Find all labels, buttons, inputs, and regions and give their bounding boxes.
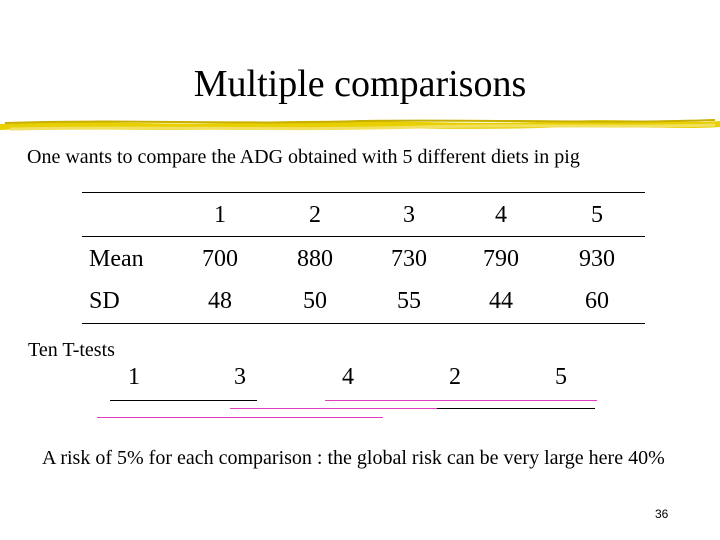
mean-value-5: 930 bbox=[579, 246, 615, 272]
sd-value-1: 48 bbox=[208, 288, 232, 314]
page-number: 36 bbox=[655, 507, 669, 521]
ordered-diet-4: 4 bbox=[342, 364, 354, 390]
risk-note: A risk of 5% for each comparison : the g… bbox=[42, 447, 665, 469]
sd-value-3: 55 bbox=[397, 288, 421, 314]
diet-header-5: 5 bbox=[591, 202, 603, 228]
comparison-line-black-2-5 bbox=[437, 408, 595, 409]
diet-header-1: 1 bbox=[214, 202, 226, 228]
mean-value-4: 790 bbox=[483, 246, 519, 272]
ttests-label: Ten T-tests bbox=[28, 339, 115, 361]
comparison-line-black-1-3 bbox=[110, 400, 257, 401]
row-label-mean: Mean bbox=[89, 246, 144, 272]
comparison-line-pink-3-4-2 bbox=[230, 408, 477, 409]
ordered-diet-2: 2 bbox=[449, 364, 461, 390]
mean-value-2: 880 bbox=[297, 246, 333, 272]
mean-value-3: 730 bbox=[391, 246, 427, 272]
ordered-diet-3: 3 bbox=[234, 364, 246, 390]
table-bottom-rule bbox=[82, 323, 645, 324]
comparison-line-pink-4-2-5 bbox=[325, 400, 597, 401]
sd-value-5: 60 bbox=[585, 288, 609, 314]
sd-value-2: 50 bbox=[303, 288, 327, 314]
ordered-diet-1: 1 bbox=[128, 364, 140, 390]
diet-header-4: 4 bbox=[495, 202, 507, 228]
diet-header-3: 3 bbox=[403, 202, 415, 228]
row-label-sd: SD bbox=[89, 288, 120, 314]
comparison-line-pink-1-3-4 bbox=[97, 417, 383, 418]
table-top-rule bbox=[82, 192, 645, 193]
title-underline-brushstroke bbox=[0, 119, 720, 131]
intro-text: One wants to compare the ADG obtained wi… bbox=[27, 146, 580, 168]
slide-title: Multiple comparisons bbox=[193, 63, 527, 105]
mean-value-1: 700 bbox=[202, 246, 238, 272]
diet-header-2: 2 bbox=[309, 202, 321, 228]
table-header-rule bbox=[82, 236, 645, 237]
ordered-diet-5: 5 bbox=[555, 364, 567, 390]
sd-value-4: 44 bbox=[489, 288, 513, 314]
